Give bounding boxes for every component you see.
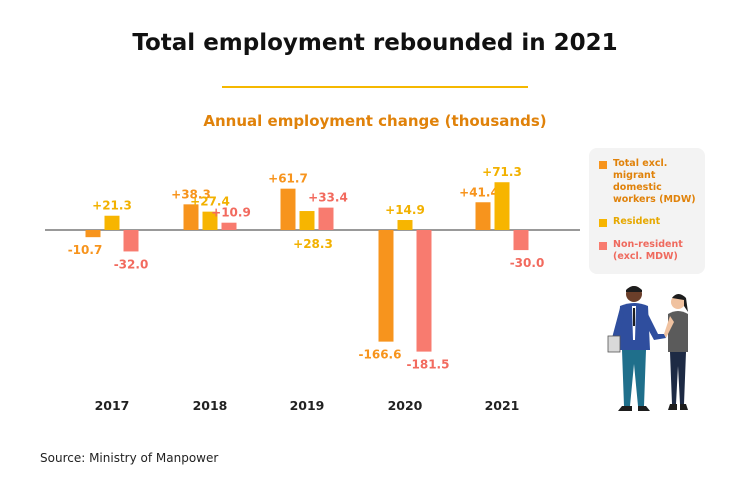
title-underline: [222, 86, 528, 88]
bar-non-resident-2017: [123, 230, 139, 252]
data-label-total-2019: +61.7: [268, 172, 308, 186]
data-label-resident-2018: +27.4: [190, 195, 230, 209]
data-label-total-2021: +41.4: [459, 185, 499, 199]
legend-label-non-resident: Non-resident (excl. MDW): [613, 239, 683, 262]
bar-total-2018: [183, 204, 199, 230]
bar-non-resident-2021: [513, 230, 529, 251]
bar-non-resident-2019: [318, 207, 334, 230]
businessman-figure: [607, 286, 666, 411]
legend: Total excl. migrant domestic workers (MD…: [589, 148, 705, 274]
legend-swatch-resident: [599, 219, 607, 227]
page-title: Total employment rebounded in 2021: [132, 30, 618, 56]
category-label-2021: 2021: [485, 398, 520, 413]
legend-item-resident: Resident: [599, 216, 701, 228]
category-label-2017: 2017: [95, 398, 130, 413]
handshake-illustration: [607, 286, 688, 411]
legend-swatch-total: [599, 161, 607, 169]
bar-resident-2019: [299, 211, 315, 230]
category-label-2018: 2018: [193, 398, 228, 413]
bar-resident-2018: [202, 211, 218, 230]
data-label-resident-2021: +71.3: [482, 165, 522, 179]
bar-non-resident-2020: [416, 230, 432, 352]
bar-total-2017: [85, 230, 101, 238]
legend-item-total: Total excl. migrant domestic workers (MD…: [599, 158, 701, 206]
data-label-non-resident-2021: -30.0: [510, 256, 545, 270]
legend-swatch-non-resident: [599, 242, 607, 250]
legend-label-resident: Resident: [613, 216, 661, 227]
data-label-resident-2017: +21.3: [92, 199, 132, 213]
chart-subtitle: Annual employment change (thousands): [203, 112, 547, 130]
data-label-total-2018: +38.3: [171, 187, 211, 201]
bar-resident-2017: [104, 215, 120, 230]
bar-non-resident-2018: [221, 222, 237, 230]
data-label-non-resident-2018: +10.9: [211, 206, 251, 220]
data-label-total-2017: -10.7: [68, 243, 103, 257]
businesswoman-figure: [664, 294, 688, 410]
bar-total-2020: [378, 230, 394, 342]
source-note: Source: Ministry of Manpower: [40, 451, 219, 465]
bar-total-2021: [475, 202, 491, 230]
bar-total-2019: [280, 188, 296, 230]
bar-resident-2021: [494, 182, 510, 230]
data-label-non-resident-2019: +33.4: [308, 191, 348, 205]
legend-label-total: Total excl. migrant domestic workers (MD…: [613, 158, 696, 205]
data-label-resident-2020: +14.9: [385, 203, 425, 217]
legend-item-non-resident: Non-resident (excl. MDW): [599, 239, 701, 263]
data-label-non-resident-2017: -32.0: [114, 257, 149, 271]
data-label-resident-2019: +28.3: [293, 237, 333, 251]
data-label-total-2020: -166.6: [359, 348, 402, 362]
category-label-2019: 2019: [290, 398, 325, 413]
category-label-2020: 2020: [388, 398, 423, 413]
bar-resident-2020: [397, 220, 413, 230]
data-label-non-resident-2020: -181.5: [407, 358, 450, 372]
